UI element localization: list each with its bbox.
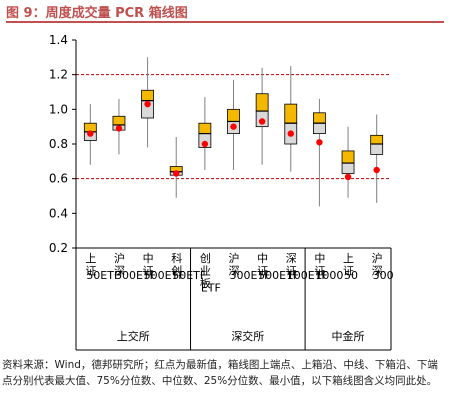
x-category-label: 沪深300ETF — [229, 251, 271, 282]
box-upper-quartile — [370, 134, 384, 145]
latest-value-dot — [230, 123, 237, 130]
x-category-label: 沪深300 — [372, 251, 394, 282]
reference-lines — [76, 74, 391, 180]
x-category-label: 创业板ETF — [200, 252, 221, 295]
x-category-label: 中证500ETF — [257, 252, 299, 282]
x-category-label: 沪深300ETF — [114, 251, 156, 282]
x-category-label: 上证50 — [343, 252, 358, 282]
y-tick-label: 0.2 — [49, 241, 68, 255]
latest-value-dot — [87, 130, 94, 137]
box-upper-quartile — [141, 89, 154, 102]
box-lower-quartile — [370, 143, 384, 155]
box-6 — [255, 67, 269, 165]
x-category-label: 上证50ETF — [85, 252, 120, 282]
latest-value-dot — [373, 166, 380, 174]
box-1 — [112, 98, 126, 155]
x-axis: 上证50ETF沪深300ETF中证500ETF科创50ETF创业板ETF沪深30… — [75, 247, 394, 351]
x-category-label: 深证100ETF — [286, 252, 328, 282]
x-category-label: 科创50ETF — [171, 251, 206, 282]
title-rule — [6, 21, 444, 23]
box-8 — [313, 98, 326, 207]
group-label: 上交所 — [117, 329, 150, 343]
latest-value-dot — [287, 130, 294, 137]
box-9 — [341, 126, 355, 198]
figure-title: 图 9：周度成交量 PCR 箱线图 — [6, 6, 188, 21]
box-2 — [141, 57, 154, 148]
group-label: 中金所 — [332, 329, 365, 343]
box-3 — [169, 137, 183, 198]
latest-value-dot — [144, 100, 151, 108]
boxes — [83, 57, 384, 207]
source-footnote: 资料来源：Wind，德邦研究所；红点为最新值，箱线图上端点、上箱沿、中线、下箱沿… — [2, 359, 438, 387]
box-upper-quartile — [341, 150, 355, 164]
y-tick-label: 1.4 — [49, 33, 68, 47]
latest-value-dot — [173, 170, 180, 177]
box-upper-quartile — [255, 93, 269, 112]
box-upper-quartile — [227, 108, 240, 122]
box-lower-quartile — [313, 122, 326, 134]
y-tick-label: 1.0 — [49, 102, 68, 116]
y-tick-label: 1.2 — [49, 68, 68, 82]
latest-value-dot — [316, 139, 323, 146]
box-upper-quartile — [198, 122, 212, 134]
latest-value-dot — [344, 173, 352, 181]
x-category-label: 中证1000 — [314, 252, 343, 282]
box-4 — [198, 97, 212, 170]
y-tick-label: 0.4 — [49, 206, 68, 220]
latest-value-dot — [258, 118, 266, 125]
box-5 — [227, 79, 240, 170]
box-upper-quartile — [112, 115, 126, 126]
y-axis: 0.2 0.4 0.6 0.8 1.0 1.2 1.4 — [49, 33, 77, 255]
latest-value-dot — [201, 140, 209, 148]
box-10 — [370, 114, 384, 203]
box-lower-quartile — [341, 162, 355, 174]
group-label: 深交所 — [231, 329, 264, 343]
box-upper-quartile — [313, 112, 326, 124]
latest-value-dot — [115, 125, 123, 132]
y-tick-label: 0.6 — [49, 172, 68, 186]
x-category-label: 中证500ETF — [143, 252, 185, 282]
box-upper-quartile — [284, 103, 298, 124]
box-7 — [284, 66, 298, 172]
box-0 — [83, 104, 97, 165]
y-tick-label: 0.8 — [49, 137, 68, 151]
